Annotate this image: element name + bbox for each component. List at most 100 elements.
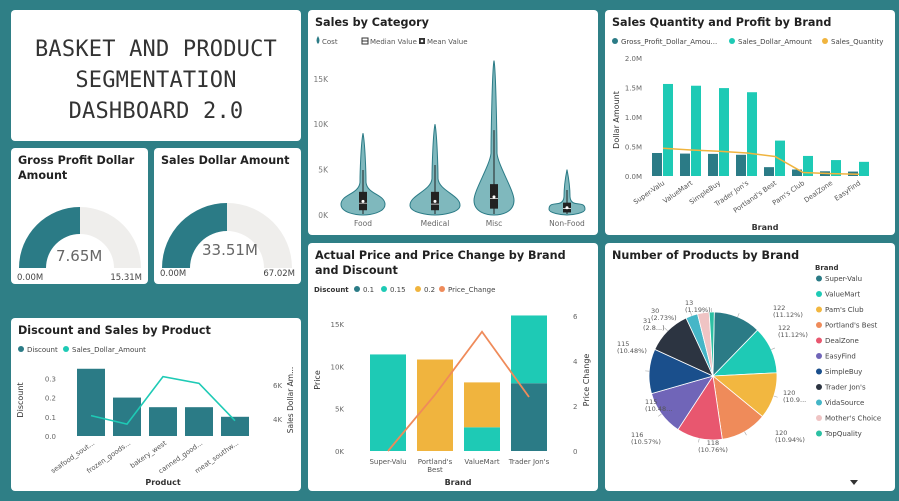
price-x-axis-label: Brand [445, 478, 472, 487]
sales-by-category-chart: Cost Median Value Mean Value 0K 5K 10K 15K Food… [314, 36, 586, 228]
drop-icon [316, 36, 320, 44]
pie-slice-label: 31 [643, 317, 651, 325]
price-ytick-label: 0K [335, 448, 344, 456]
price-legend-dot [415, 286, 421, 292]
price-category-label: Super-Valu [369, 458, 406, 466]
violin-ytick-label: 5K [318, 166, 329, 175]
price-legend-dot [439, 286, 445, 292]
price-y-axis-label: Price [313, 370, 322, 390]
quantity-category-label: DealZone [803, 179, 834, 204]
sales-bar [859, 161, 869, 176]
price-legend-dot [381, 286, 387, 292]
discount-y2tick-label: 6K [273, 382, 282, 390]
sales-by-category-card[interactable]: Sales by Category Cost Median Value Mean V… [308, 10, 598, 235]
discount-ytick-label: 0.2 [45, 395, 56, 403]
discount-bar [113, 397, 141, 436]
price-bar-segment [370, 354, 406, 451]
quantity-ytick-label: 0.0M [625, 173, 642, 181]
violin-category-label: Medical [421, 219, 450, 228]
quantity-category-label: Super-Valu [632, 179, 666, 206]
discount-sales-chart-card[interactable]: Discount and Sales by Product Discount Sa… [11, 318, 301, 491]
sales-amount-kpi-max: 67.02M [263, 269, 295, 279]
mean-mark [420, 39, 424, 43]
pie-legend-label: TopQuality [824, 430, 862, 438]
price-change-chart-card[interactable]: Actual Price and Price Change by Brand a… [308, 243, 598, 491]
sales-bar [719, 88, 729, 176]
pie-leader-line [664, 327, 668, 332]
pie-leader-line [771, 347, 776, 350]
discount-bar [77, 368, 105, 436]
pie-slice-label: 115 [617, 340, 629, 348]
sales-amount-kpi-min: 0.00M [160, 269, 187, 279]
violin-chart-title: Sales by Category [315, 16, 429, 29]
quantity-chart-title: Sales Quantity and Profit by Brand [612, 16, 832, 29]
pie-legend-dot [816, 337, 822, 344]
pie-leader-line [698, 438, 700, 443]
sales-amount-kpi-card[interactable]: Sales Dollar Amount 33.51M 0.00M 67.02M [154, 148, 301, 284]
quantity-ytick-label: 1.5M [625, 85, 642, 93]
gross-profit-kpi-title: Gross Profit Dollar Amount [18, 154, 135, 182]
price-category-label: Portland's [418, 458, 453, 466]
gross-profit-kpi-min: 0.00M [17, 273, 44, 283]
pie-legend-label: EasyFind [825, 353, 856, 361]
discount-ytick-label: 0.0 [45, 433, 56, 441]
pie-legend-label: VidaSource [825, 399, 864, 407]
quantity-ytick-label: 0.5M [625, 144, 642, 152]
pie-legend-label: Trader Jon's [824, 384, 866, 392]
discount-sales-chart: Discount Sales_Dollar_Amount 0.0 0.1 0.2 0.3 D… [16, 346, 295, 487]
pie-slice-label-pct: (10.48%) [617, 347, 647, 355]
gross-profit-kpi-value: 7.65M [56, 247, 103, 265]
price-bar-segment [417, 359, 453, 451]
price-change-line [387, 330, 530, 452]
price-legend-label: 0.15 [390, 286, 406, 294]
sales-bar [775, 140, 785, 176]
pie-slice-label: 115 [645, 398, 657, 406]
discount-legend-label: Discount [27, 346, 58, 354]
violin-ytick-label: 15K [314, 75, 330, 84]
price-category-label: ValueMart [464, 458, 499, 466]
profit-bar [736, 154, 746, 176]
gross-profit-kpi-card[interactable]: Gross Profit Dollar Amount 7.65M 0.00M 1… [11, 148, 148, 284]
legend-scroll-down-icon [850, 480, 858, 485]
quantity-profit-chart-card[interactable]: Sales Quantity and Profit by Brand Gross… [605, 10, 895, 235]
pie-slice-label-pct: (10.94%) [775, 436, 805, 444]
pie-slice-label-pct: (11.12%) [773, 311, 803, 319]
pie-legend-dot [816, 275, 822, 282]
quantity-legend-label: Sales_Quantity [831, 38, 883, 46]
discount-ytick-label: 0.3 [45, 375, 56, 383]
price-bar-segment [511, 315, 547, 384]
quantity-legend-dot [729, 38, 735, 44]
pie-slice-label: 120 [775, 429, 787, 437]
quantity-category-label: EasyFind [833, 179, 862, 203]
sales-amount-line [90, 375, 236, 426]
pie-slice-label-pct: (10.57%) [631, 438, 661, 446]
products-by-brand-card[interactable]: Number of Products by Brand 122 (11.12%) 1… [605, 243, 895, 491]
quantity-legend-dot [822, 38, 828, 44]
quantity-legend-label: Sales_Dollar_Amount [738, 38, 812, 46]
violin-ytick-label: 10K [314, 120, 330, 129]
discount-legend-label: Sales_Dollar_Amount [72, 346, 146, 354]
pie-legend-label: Portland's Best [825, 322, 878, 330]
sales-bar [747, 92, 757, 176]
violin-mean-point [492, 195, 496, 199]
violin-mean-point [361, 199, 365, 203]
discount-legend-dot [63, 346, 69, 352]
pie-legend-dot [816, 368, 822, 375]
sales-bar [803, 155, 813, 176]
pie-legend-label: SimpleBuy [825, 368, 862, 376]
pie-slice-label: 13 [685, 299, 693, 307]
pie-legend-label: Pam's Club [825, 306, 864, 314]
profit-bar [708, 153, 718, 176]
pie-legend-label: Super-Valu [825, 275, 862, 283]
products-by-brand-chart: 122(11.12%)122(11.12%)120(10.9...120(10.… [617, 264, 881, 485]
gross-profit-gauge [19, 207, 141, 268]
pie-slice-label: 120 [783, 389, 795, 397]
price-chart-title: Actual Price and Price Change by Brand a… [315, 249, 566, 277]
price-y2-axis-label: Price Change [582, 354, 591, 407]
discount-legend-dot [18, 346, 24, 352]
sales-bar [831, 160, 841, 176]
pie-slice-label-pct: (2.73%) [651, 314, 677, 322]
pie-leader-line [773, 395, 778, 398]
discount-y2-axis-label: Sales Dollar Am... [286, 367, 295, 434]
title-card: BASKET AND PRODUCT SEGMENTATION DASHBOAR… [11, 10, 301, 141]
